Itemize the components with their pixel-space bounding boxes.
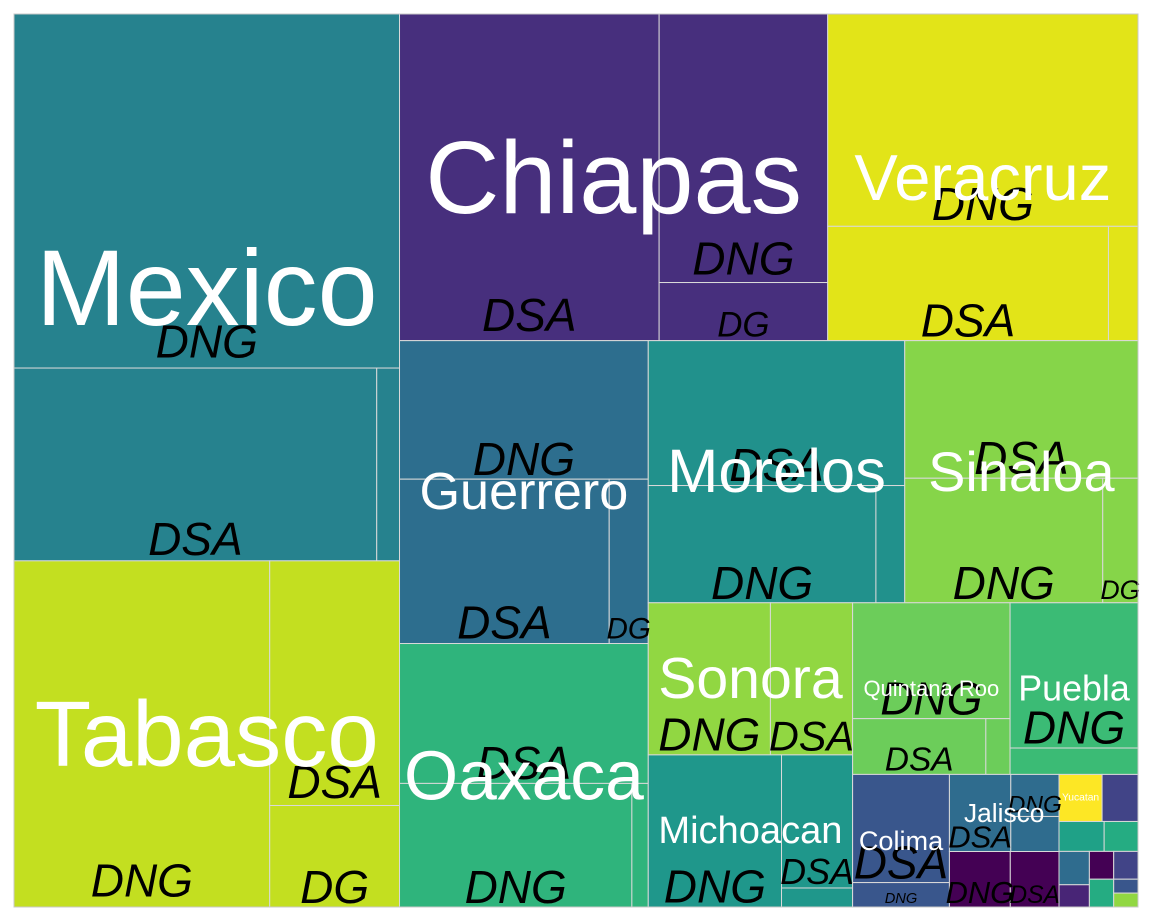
treemap-cell	[399, 13, 660, 342]
sub-label: DNG	[91, 855, 193, 907]
state-labels: Mexico Tabasco Chiapas Veracruz Guerrero Oaxa…	[35, 120, 1130, 856]
treemap-cell	[13, 367, 378, 562]
treemap-cell	[1113, 850, 1139, 880]
sub-label: DSA	[921, 295, 1016, 347]
sub-label: DG	[717, 306, 769, 345]
treemap-cell	[269, 560, 401, 806]
treemap-cell	[781, 754, 854, 889]
state-label: Mexico	[36, 227, 378, 348]
sub-label: DSA	[729, 439, 824, 491]
state-label: Michoacan	[658, 810, 842, 852]
state-label: Chiapas	[425, 120, 802, 235]
sub-label: DSA	[854, 837, 949, 889]
state-label: Puebla	[1018, 669, 1130, 709]
sub-label: DNG	[953, 557, 1055, 609]
treemap-cell	[1009, 602, 1139, 749]
sub-label: DNG	[156, 315, 258, 367]
treemap-cell	[658, 282, 829, 342]
treemap-cell	[658, 13, 829, 284]
state-label: Quintana Roo	[863, 676, 999, 701]
sub-label: DG	[607, 613, 651, 646]
state-label: Guerrero	[419, 463, 628, 521]
state-label: Sonora	[658, 647, 843, 711]
sub-label: DSA	[948, 820, 1012, 855]
treemap-cell	[13, 560, 271, 908]
state-label: Colima	[859, 825, 944, 856]
state-label: Yucatan	[1062, 792, 1099, 803]
sub-label: DSA	[457, 597, 552, 649]
treemap-cell	[769, 602, 854, 756]
state-label: Jalisco	[964, 798, 1044, 828]
treemap-cell	[852, 718, 987, 775]
state-label: Sinaloa	[928, 440, 1115, 503]
treemap-cell	[1010, 815, 1060, 853]
state-label: Morelos	[667, 437, 886, 506]
treemap-cells	[13, 13, 1139, 908]
sub-label: DSA	[287, 756, 382, 808]
sub-label: DSA	[482, 289, 577, 341]
sub-label: DSA	[148, 513, 243, 565]
treemap-cell	[904, 477, 1104, 604]
treemap-cell	[1088, 878, 1115, 908]
treemap-cell	[1103, 820, 1139, 852]
state-label: Veracruz	[854, 141, 1111, 214]
treemap-cell	[399, 478, 610, 645]
treemap-cell	[647, 485, 877, 604]
state-label: Tabasco	[35, 682, 379, 786]
treemap-cell	[13, 13, 401, 369]
treemap-cell	[647, 602, 771, 756]
treemap-cell	[399, 340, 649, 480]
sub-label: DSA	[780, 852, 854, 892]
treemap-cell	[647, 340, 906, 487]
sub-label: DNG	[885, 891, 918, 907]
treemap-cell	[948, 773, 1012, 852]
treemap-cell	[1088, 850, 1115, 880]
treemap-cell	[1107, 225, 1139, 342]
sub-label: DSA	[477, 737, 572, 789]
treemap-cell	[1058, 850, 1090, 886]
treemap-cell	[1113, 878, 1139, 894]
state-label: Oaxaca	[404, 736, 644, 814]
treemap-cell	[852, 882, 950, 908]
sub-label: DNG	[880, 673, 982, 725]
treemap-cell	[852, 602, 1011, 720]
treemap-cell	[904, 340, 1139, 479]
sub-label: DSA	[974, 432, 1069, 484]
treemap-cell	[608, 478, 649, 645]
treemap-cell	[1101, 773, 1139, 822]
treemap-cell	[1058, 884, 1090, 908]
sub-label: DNG	[465, 861, 567, 913]
sub-label: DG	[1100, 575, 1140, 605]
treemap-cell	[852, 773, 950, 884]
treemap-cell	[399, 643, 649, 784]
sub-label: DNG	[658, 708, 760, 760]
sub-label: DNG	[711, 557, 813, 609]
sub-label: DSA	[1009, 882, 1060, 909]
treemap-cell	[647, 754, 783, 908]
sub-label: DNG	[1008, 791, 1062, 818]
treemap-cell	[1113, 892, 1139, 908]
sub-label: DNG	[932, 178, 1034, 230]
sub-label: DNG	[692, 232, 794, 284]
sub-label: DNG	[1023, 702, 1125, 754]
sub-label: DNG	[473, 433, 575, 485]
treemap-cell	[827, 225, 1109, 342]
plot-frame	[13, 13, 1139, 908]
sub-label: DNG	[946, 875, 1014, 910]
treemap-cell	[1058, 820, 1105, 852]
treemap-cell	[827, 13, 1139, 227]
sub-label: DSA	[769, 712, 854, 759]
sub-label: DSA	[885, 741, 954, 778]
sub-label: DNG	[664, 860, 766, 912]
treemap-cell	[985, 718, 1011, 775]
sub-label: DG	[300, 861, 369, 913]
treemap-cell	[399, 782, 633, 908]
treemap-cell	[376, 367, 401, 562]
